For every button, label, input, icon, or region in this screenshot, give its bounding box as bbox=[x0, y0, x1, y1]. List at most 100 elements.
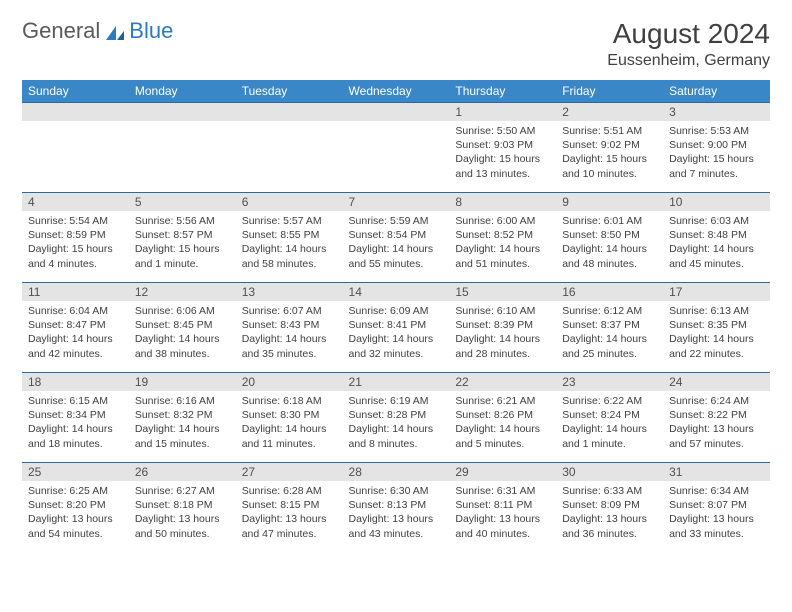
detail-line: Sunset: 8:52 PM bbox=[455, 228, 550, 242]
detail-line: Daylight: 14 hours bbox=[349, 332, 444, 346]
day-number: 28 bbox=[343, 463, 450, 481]
calendar-cell: 23Sunrise: 6:22 AMSunset: 8:24 PMDayligh… bbox=[556, 373, 663, 463]
detail-line: and 8 minutes. bbox=[349, 437, 444, 451]
detail-line: Daylight: 14 hours bbox=[562, 242, 657, 256]
detail-line: Sunrise: 6:28 AM bbox=[242, 484, 337, 498]
day-number: 16 bbox=[556, 283, 663, 301]
calendar-head: SundayMondayTuesdayWednesdayThursdayFrid… bbox=[22, 80, 770, 103]
day-details: Sunrise: 6:28 AMSunset: 8:15 PMDaylight:… bbox=[236, 481, 343, 545]
day-details: Sunrise: 6:15 AMSunset: 8:34 PMDaylight:… bbox=[22, 391, 129, 455]
day-number: 13 bbox=[236, 283, 343, 301]
day-number: 5 bbox=[129, 193, 236, 211]
day-number: 31 bbox=[663, 463, 770, 481]
day-details: Sunrise: 6:04 AMSunset: 8:47 PMDaylight:… bbox=[22, 301, 129, 365]
calendar-cell: 25Sunrise: 6:25 AMSunset: 8:20 PMDayligh… bbox=[22, 463, 129, 553]
detail-line: Sunset: 8:55 PM bbox=[242, 228, 337, 242]
detail-line: and 1 minute. bbox=[562, 437, 657, 451]
detail-line: Daylight: 15 hours bbox=[455, 152, 550, 166]
detail-line: Sunset: 8:48 PM bbox=[669, 228, 764, 242]
day-header: Tuesday bbox=[236, 80, 343, 103]
detail-line: and 32 minutes. bbox=[349, 347, 444, 361]
day-number: 10 bbox=[663, 193, 770, 211]
calendar-cell: 27Sunrise: 6:28 AMSunset: 8:15 PMDayligh… bbox=[236, 463, 343, 553]
detail-line: Sunset: 8:28 PM bbox=[349, 408, 444, 422]
detail-line: Sunset: 8:34 PM bbox=[28, 408, 123, 422]
detail-line: and 47 minutes. bbox=[242, 527, 337, 541]
detail-line: and 13 minutes. bbox=[455, 167, 550, 181]
day-details: Sunrise: 5:51 AMSunset: 9:02 PMDaylight:… bbox=[556, 121, 663, 185]
detail-line: and 38 minutes. bbox=[135, 347, 230, 361]
detail-line: Sunrise: 6:04 AM bbox=[28, 304, 123, 318]
day-details: Sunrise: 5:56 AMSunset: 8:57 PMDaylight:… bbox=[129, 211, 236, 275]
detail-line: and 48 minutes. bbox=[562, 257, 657, 271]
detail-line: and 4 minutes. bbox=[28, 257, 123, 271]
detail-line: Sunrise: 6:34 AM bbox=[669, 484, 764, 498]
detail-line: Sunset: 8:11 PM bbox=[455, 498, 550, 512]
detail-line: Sunset: 8:47 PM bbox=[28, 318, 123, 332]
detail-line: and 35 minutes. bbox=[242, 347, 337, 361]
detail-line: Sunset: 8:22 PM bbox=[669, 408, 764, 422]
calendar-cell: 4Sunrise: 5:54 AMSunset: 8:59 PMDaylight… bbox=[22, 193, 129, 283]
detail-line: and 55 minutes. bbox=[349, 257, 444, 271]
detail-line: Sunset: 9:03 PM bbox=[455, 138, 550, 152]
detail-line: Sunrise: 6:12 AM bbox=[562, 304, 657, 318]
calendar-cell bbox=[236, 103, 343, 193]
calendar-cell: 28Sunrise: 6:30 AMSunset: 8:13 PMDayligh… bbox=[343, 463, 450, 553]
month-title: August 2024 bbox=[607, 18, 770, 50]
calendar-cell: 7Sunrise: 5:59 AMSunset: 8:54 PMDaylight… bbox=[343, 193, 450, 283]
calendar-cell bbox=[129, 103, 236, 193]
title-block: August 2024 Eussenheim, Germany bbox=[607, 18, 770, 70]
calendar-cell: 12Sunrise: 6:06 AMSunset: 8:45 PMDayligh… bbox=[129, 283, 236, 373]
day-details: Sunrise: 5:54 AMSunset: 8:59 PMDaylight:… bbox=[22, 211, 129, 275]
detail-line: Sunrise: 6:21 AM bbox=[455, 394, 550, 408]
day-number: 22 bbox=[449, 373, 556, 391]
detail-line: Daylight: 14 hours bbox=[562, 422, 657, 436]
detail-line: Sunrise: 6:03 AM bbox=[669, 214, 764, 228]
detail-line: Sunrise: 5:50 AM bbox=[455, 124, 550, 138]
detail-line: Daylight: 14 hours bbox=[669, 332, 764, 346]
detail-line: Sunset: 8:59 PM bbox=[28, 228, 123, 242]
day-details: Sunrise: 5:50 AMSunset: 9:03 PMDaylight:… bbox=[449, 121, 556, 185]
calendar-cell: 10Sunrise: 6:03 AMSunset: 8:48 PMDayligh… bbox=[663, 193, 770, 283]
day-details: Sunrise: 6:22 AMSunset: 8:24 PMDaylight:… bbox=[556, 391, 663, 455]
day-header: Wednesday bbox=[343, 80, 450, 103]
detail-line: Sunrise: 5:54 AM bbox=[28, 214, 123, 228]
day-details: Sunrise: 5:59 AMSunset: 8:54 PMDaylight:… bbox=[343, 211, 450, 275]
day-number: 1 bbox=[449, 103, 556, 121]
detail-line: Daylight: 13 hours bbox=[562, 512, 657, 526]
day-details: Sunrise: 6:19 AMSunset: 8:28 PMDaylight:… bbox=[343, 391, 450, 455]
detail-line: and 22 minutes. bbox=[669, 347, 764, 361]
day-header: Monday bbox=[129, 80, 236, 103]
detail-line: and 36 minutes. bbox=[562, 527, 657, 541]
detail-line: Sunset: 9:00 PM bbox=[669, 138, 764, 152]
detail-line: and 15 minutes. bbox=[135, 437, 230, 451]
day-details: Sunrise: 6:00 AMSunset: 8:52 PMDaylight:… bbox=[449, 211, 556, 275]
detail-line: Sunset: 8:18 PM bbox=[135, 498, 230, 512]
detail-line: and 51 minutes. bbox=[455, 257, 550, 271]
detail-line: Daylight: 15 hours bbox=[669, 152, 764, 166]
calendar-cell bbox=[343, 103, 450, 193]
day-number: 9 bbox=[556, 193, 663, 211]
calendar-cell: 24Sunrise: 6:24 AMSunset: 8:22 PMDayligh… bbox=[663, 373, 770, 463]
detail-line: Sunset: 8:35 PM bbox=[669, 318, 764, 332]
detail-line: and 7 minutes. bbox=[669, 167, 764, 181]
day-header: Saturday bbox=[663, 80, 770, 103]
calendar-cell: 18Sunrise: 6:15 AMSunset: 8:34 PMDayligh… bbox=[22, 373, 129, 463]
day-details: Sunrise: 6:01 AMSunset: 8:50 PMDaylight:… bbox=[556, 211, 663, 275]
day-details: Sunrise: 6:24 AMSunset: 8:22 PMDaylight:… bbox=[663, 391, 770, 455]
detail-line: Sunset: 8:50 PM bbox=[562, 228, 657, 242]
detail-line: Daylight: 14 hours bbox=[455, 332, 550, 346]
day-details: Sunrise: 6:34 AMSunset: 8:07 PMDaylight:… bbox=[663, 481, 770, 545]
detail-line: Daylight: 14 hours bbox=[562, 332, 657, 346]
day-details: Sunrise: 6:13 AMSunset: 8:35 PMDaylight:… bbox=[663, 301, 770, 365]
day-number: 23 bbox=[556, 373, 663, 391]
detail-line: Sunrise: 5:57 AM bbox=[242, 214, 337, 228]
calendar-cell: 20Sunrise: 6:18 AMSunset: 8:30 PMDayligh… bbox=[236, 373, 343, 463]
detail-line: Daylight: 13 hours bbox=[669, 512, 764, 526]
page-header: General Blue August 2024 Eussenheim, Ger… bbox=[22, 18, 770, 70]
calendar-cell: 17Sunrise: 6:13 AMSunset: 8:35 PMDayligh… bbox=[663, 283, 770, 373]
detail-line: Sunset: 8:57 PM bbox=[135, 228, 230, 242]
calendar-cell: 5Sunrise: 5:56 AMSunset: 8:57 PMDaylight… bbox=[129, 193, 236, 283]
day-number: 18 bbox=[22, 373, 129, 391]
calendar-body: 1Sunrise: 5:50 AMSunset: 9:03 PMDaylight… bbox=[22, 103, 770, 553]
